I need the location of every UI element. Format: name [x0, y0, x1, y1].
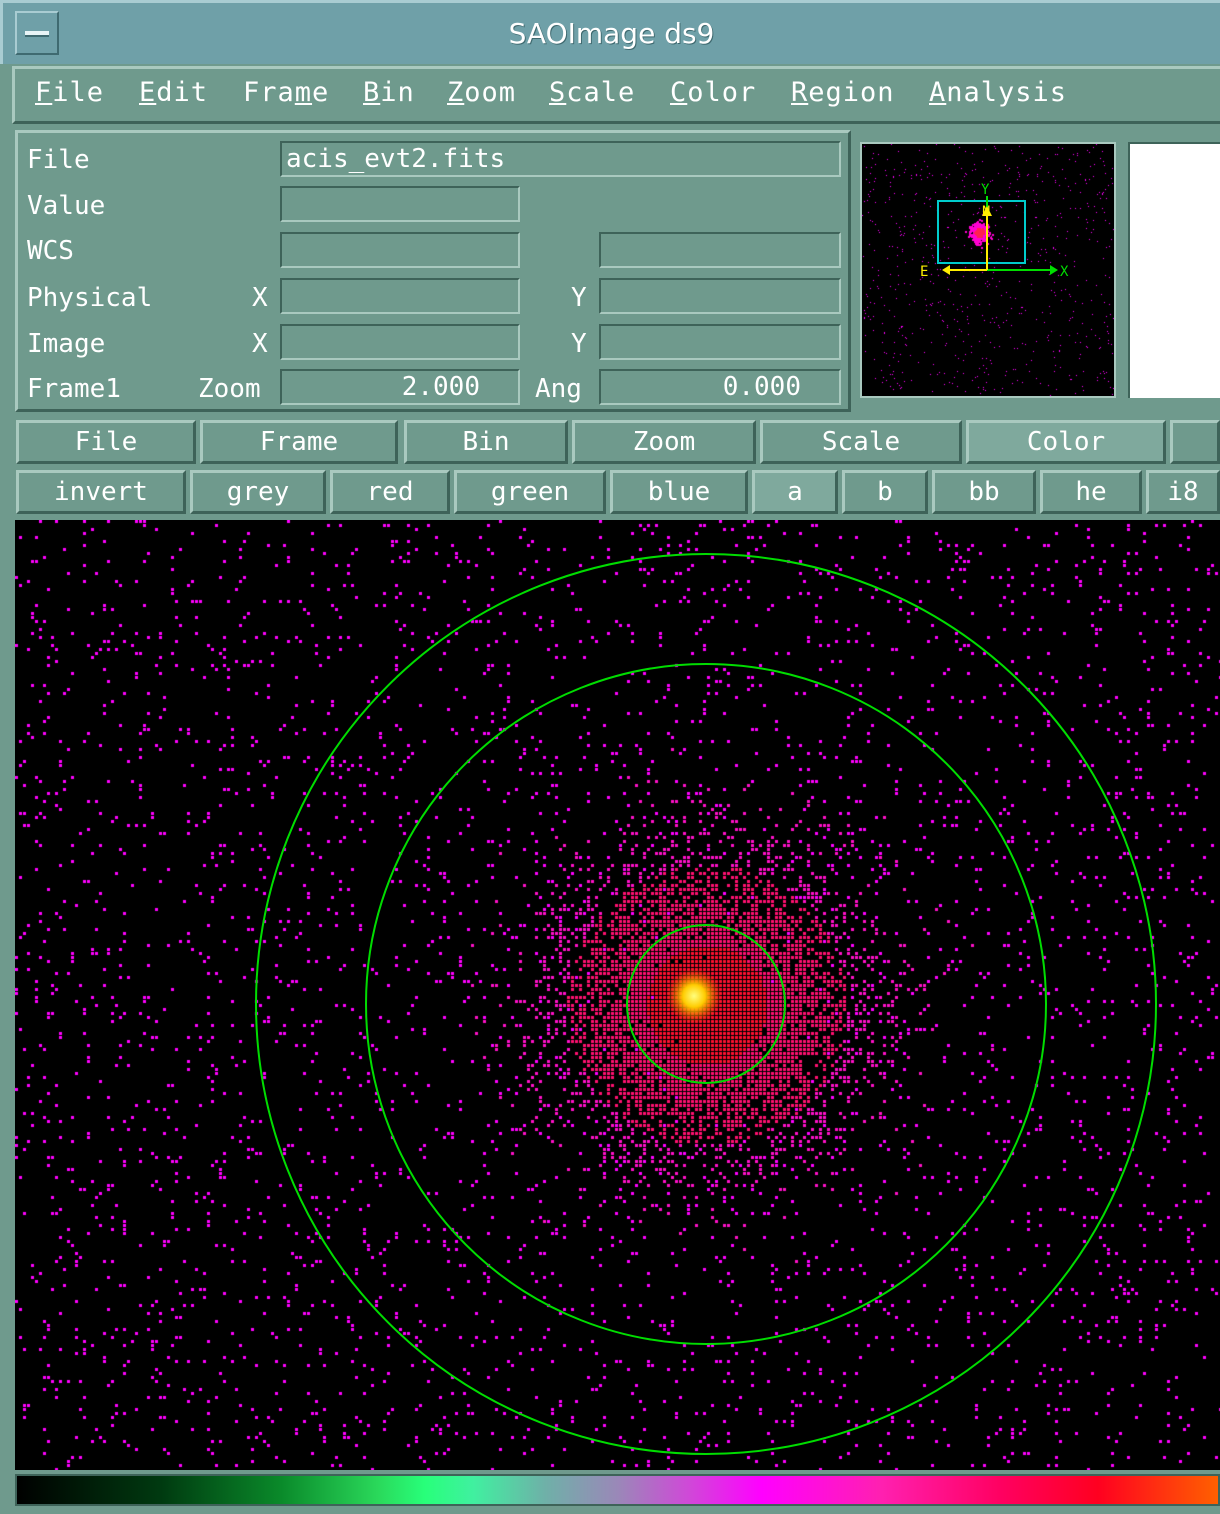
- button-file[interactable]: File: [16, 420, 196, 464]
- window-menu-button[interactable]: [15, 11, 59, 55]
- menu-zoom[interactable]: Zoom: [447, 77, 516, 108]
- x-axis-arrowhead: [1050, 265, 1058, 275]
- menu-region[interactable]: Region: [791, 77, 895, 108]
- info-panel: File acis_evt2.fits Value WCS Physical X…: [15, 130, 851, 412]
- mnemonic: C: [670, 77, 688, 108]
- xray-image: [15, 520, 1220, 1470]
- image-x-label: X: [252, 329, 268, 359]
- image-y-label: Y: [571, 329, 587, 359]
- x-axis-label: X: [1060, 264, 1069, 280]
- window-menu-icon: [25, 31, 49, 37]
- menu-label: cale: [566, 77, 636, 108]
- menu-edit[interactable]: Edit: [139, 77, 208, 108]
- image-display[interactable]: [15, 520, 1220, 1470]
- image-label: Image: [27, 329, 106, 359]
- colormap-grey[interactable]: grey: [190, 470, 326, 514]
- menu-label: e: [312, 77, 330, 108]
- wcs-label: WCS: [27, 236, 74, 266]
- angle-label: Ang: [535, 374, 582, 404]
- menu-label: oom: [464, 77, 517, 108]
- colormap-blue[interactable]: blue: [610, 470, 748, 514]
- panner-view-box[interactable]: [937, 200, 1026, 264]
- mnemonic: B: [363, 77, 381, 108]
- button-color[interactable]: Color: [966, 420, 1166, 464]
- button-bin[interactable]: Bin: [404, 420, 568, 464]
- window-title: SAOImage ds9: [508, 17, 715, 50]
- physical-y-label: Y: [571, 283, 587, 313]
- colormap-green[interactable]: green: [454, 470, 606, 514]
- region-inner-circle[interactable]: [626, 924, 786, 1084]
- panner-overlay: N E X Y: [920, 182, 1069, 280]
- y-axis-label: Y: [981, 182, 990, 198]
- zoom-field: 2.000: [280, 369, 520, 405]
- file-label: File: [27, 145, 90, 175]
- image-y-field: [599, 324, 841, 360]
- menu-color[interactable]: Color: [670, 77, 756, 108]
- menu-label: dit: [156, 77, 209, 108]
- menu-bin[interactable]: Bin: [363, 77, 415, 108]
- button-zoom[interactable]: Zoom: [572, 420, 756, 464]
- zoom-label: Zoom: [198, 374, 261, 404]
- menu-label: nalysis: [946, 77, 1068, 108]
- physical-y-field: [599, 278, 841, 314]
- colormap-he[interactable]: he: [1040, 470, 1142, 514]
- wcs-field-2: [599, 232, 841, 268]
- button-frame[interactable]: Frame: [200, 420, 398, 464]
- colormap-bar: invert grey red green blue a b bb he i8: [12, 470, 1220, 516]
- region-middle-circle[interactable]: [365, 663, 1047, 1345]
- colormap-red[interactable]: red: [330, 470, 450, 514]
- menu-frame[interactable]: Frame: [243, 77, 329, 108]
- wcs-field-1: [280, 232, 520, 268]
- physical-x-field: [280, 278, 520, 314]
- angle-field: 0.000: [599, 369, 841, 405]
- east-arrowhead: [942, 265, 950, 275]
- menu-scale[interactable]: Scale: [549, 77, 635, 108]
- menu-bar: File Edit Frame Bin Zoom Scale Color Reg…: [12, 66, 1220, 124]
- file-name-field: acis_evt2.fits: [280, 141, 841, 177]
- button-scale[interactable]: Scale: [760, 420, 962, 464]
- mnemonic: Z: [447, 77, 465, 108]
- menu-file[interactable]: File: [35, 77, 104, 108]
- menu-label: ile: [52, 77, 105, 108]
- menu-label: olor: [687, 77, 757, 108]
- mnemonic: A: [929, 77, 947, 108]
- colorbar: [15, 1474, 1220, 1506]
- panner[interactable]: N E X Y: [860, 142, 1116, 398]
- image-x-field: [280, 324, 520, 360]
- button-bar: File Frame Bin Zoom Scale Color: [12, 420, 1220, 466]
- menu-label: egion: [808, 77, 895, 108]
- title-bar[interactable]: SAOImage ds9: [0, 0, 1220, 64]
- value-label: Value: [27, 191, 106, 221]
- colormap-bb[interactable]: bb: [932, 470, 1036, 514]
- north-label: N: [982, 204, 990, 220]
- physical-label: Physical: [27, 283, 153, 313]
- frame-label: Frame1: [27, 374, 121, 404]
- colormap-invert[interactable]: invert: [16, 470, 186, 514]
- magnifier: [1128, 142, 1220, 398]
- east-label: E: [920, 264, 928, 280]
- menu-label: in: [380, 77, 415, 108]
- mnemonic: E: [139, 77, 157, 108]
- mnemonic: S: [549, 77, 567, 108]
- mnemonic: R: [791, 77, 809, 108]
- mnemonic: m: [294, 77, 313, 108]
- physical-x-label: X: [252, 283, 268, 313]
- north-arrowhead: [982, 206, 992, 216]
- colormap-b[interactable]: b: [842, 470, 928, 514]
- mnemonic: F: [35, 77, 53, 108]
- region-outer-circle[interactable]: [255, 553, 1157, 1455]
- colormap-i8[interactable]: i8: [1146, 470, 1220, 514]
- menu-analysis[interactable]: Analysis: [929, 77, 1067, 108]
- region-overlay: [255, 553, 1157, 1455]
- colormap-a[interactable]: a: [752, 470, 838, 514]
- value-field: [280, 186, 520, 222]
- menu-label: Fra: [243, 77, 295, 108]
- button-more[interactable]: [1170, 420, 1220, 464]
